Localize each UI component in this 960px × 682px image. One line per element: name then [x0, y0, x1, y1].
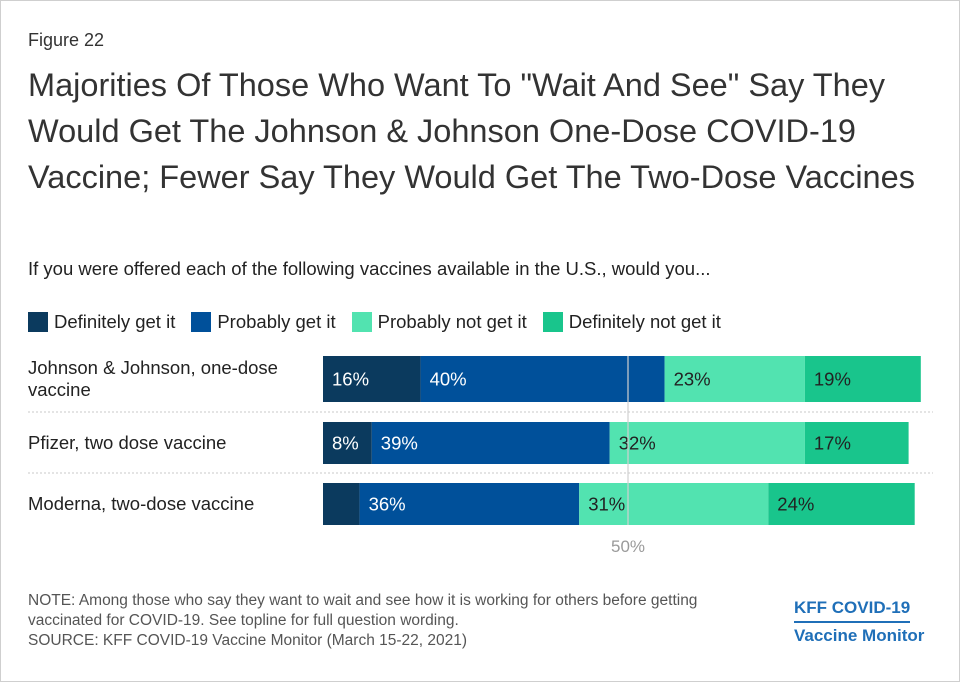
bar-value-label: 31%: [588, 494, 625, 515]
footnote: NOTE: Among those who say they want to w…: [28, 591, 768, 651]
legend-swatch: [191, 312, 212, 332]
bar-segment: [609, 422, 805, 464]
legend-item-definitely-not-get: Definitely not get it: [542, 311, 721, 333]
bar-segment: [664, 356, 805, 402]
brand-logo: KFF COVID-19 Vaccine Monitor: [794, 595, 924, 648]
brand-line-1: KFF COVID-19: [794, 595, 911, 623]
bar-value-label: 23%: [674, 369, 711, 390]
bar-segment: [804, 422, 909, 464]
legend-swatch: [351, 312, 372, 332]
bar-value-label: 8%: [332, 433, 359, 454]
legend-item-probably-not-get: Probably not get it: [351, 311, 527, 333]
bar-value-label: 16%: [332, 369, 369, 390]
reference-line-label: 50%: [611, 537, 645, 556]
bar-segment: [323, 356, 421, 402]
bar-segment: [579, 483, 769, 525]
legend-item-definitely-get: Definitely get it: [28, 311, 175, 333]
legend-label: Definitely not get it: [568, 311, 721, 332]
figure-label: Figure 22: [28, 30, 105, 50]
category-label: Pfizer, two dose vaccine: [28, 432, 226, 453]
bar-value-label: 39%: [381, 433, 418, 454]
brand-line-2: Vaccine Monitor: [794, 626, 925, 645]
note-text: NOTE: Among those who say they want to w…: [28, 592, 698, 629]
source-text: SOURCE: KFF COVID-19 Vaccine Monitor (Ma…: [28, 632, 468, 649]
bar-value-label: 36%: [369, 494, 406, 515]
legend-label: Probably get it: [217, 311, 336, 332]
bar-segment: [420, 356, 665, 402]
bar-value-label: 32%: [619, 433, 656, 454]
bar-segment: [323, 483, 360, 525]
category-label: Johnson & Johnson, one-dose vaccine: [28, 357, 278, 400]
legend-item-probably-get: Probably get it: [191, 311, 336, 333]
bar-value-label: 17%: [814, 433, 851, 454]
legend-label: Definitely get it: [54, 311, 176, 332]
legend-swatch: [542, 312, 563, 332]
bar-segment: [323, 422, 372, 464]
bar-value-label: 19%: [814, 369, 851, 390]
bar-segment: [804, 356, 921, 402]
category-label: Moderna, two-dose vaccine: [28, 493, 254, 514]
legend-label: Probably not get it: [377, 311, 527, 332]
legend-swatch: [28, 312, 48, 332]
bar-segment: [768, 483, 915, 525]
bar-segment: [371, 422, 610, 464]
chart-title: Majorities Of Those Who Want To "Wait An…: [28, 67, 915, 195]
chart-subtitle: If you were offered each of the followin…: [28, 258, 711, 279]
bar-segment: [359, 483, 580, 525]
legend: Definitely get it Probably get it Probab…: [28, 310, 737, 334]
bar-value-label: 40%: [430, 369, 467, 390]
bar-value-label: 24%: [777, 494, 814, 515]
